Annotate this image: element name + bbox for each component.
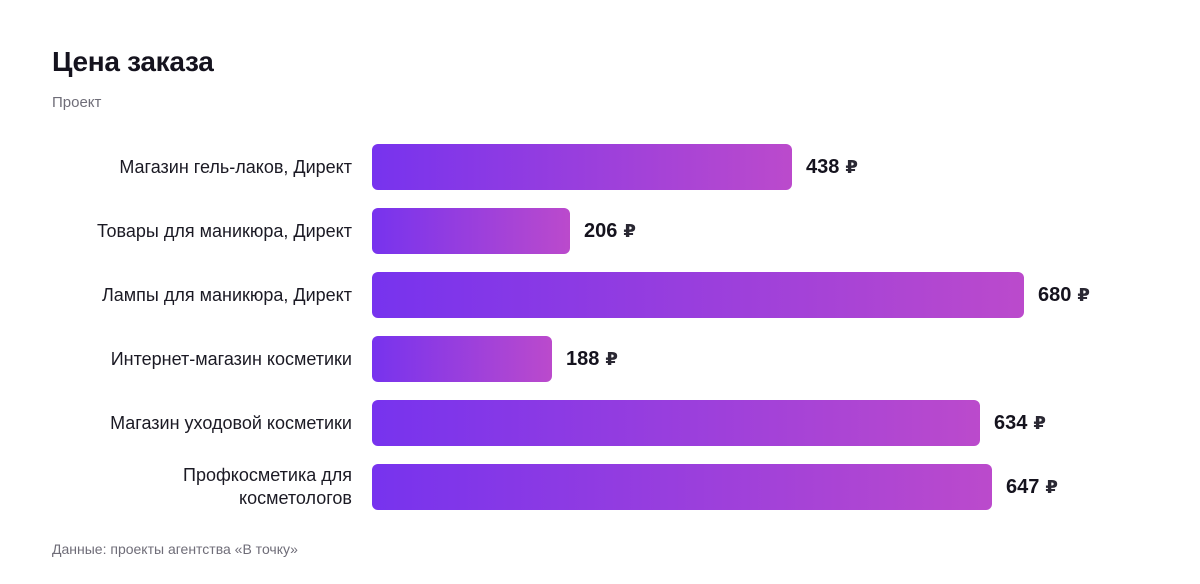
value-number: 206 bbox=[584, 220, 618, 242]
category-label: Товары для маникюра, Директ bbox=[96, 220, 352, 241]
category-label: Магазин гель-лаков, Директ bbox=[119, 156, 352, 177]
value-label: 680 ₽ bbox=[1038, 272, 1090, 318]
value-label: 206 ₽ bbox=[584, 208, 636, 254]
ruble-sign: ₽ bbox=[1045, 477, 1058, 497]
bar bbox=[372, 336, 552, 382]
value-label: 188 ₽ bbox=[566, 336, 618, 382]
bar bbox=[372, 400, 980, 446]
source-note: Данные: проекты агентства «В точку» bbox=[52, 541, 298, 557]
category-label: Интернет-магазин косметики bbox=[110, 348, 352, 369]
ruble-sign: ₽ bbox=[623, 221, 636, 241]
value-label: 634 ₽ bbox=[994, 400, 1046, 446]
ruble-sign: ₽ bbox=[605, 349, 618, 369]
chart-title: Цена заказа bbox=[52, 46, 214, 77]
bar bbox=[372, 144, 792, 190]
bar bbox=[372, 464, 992, 510]
chart-subtitle: Проект bbox=[52, 94, 102, 111]
value-label: 647 ₽ bbox=[1006, 464, 1058, 510]
bar bbox=[372, 272, 1024, 318]
ruble-sign: ₽ bbox=[1077, 285, 1090, 305]
bar bbox=[372, 208, 570, 254]
category-label: Профкосметика для косметологов bbox=[183, 465, 352, 508]
value-number: 438 bbox=[806, 156, 840, 178]
category-label: Магазин уходовой косметики bbox=[110, 412, 352, 433]
value-label: 438 ₽ bbox=[806, 144, 858, 190]
category-label: Лампы для маникюра, Директ bbox=[101, 284, 352, 305]
value-number: 680 bbox=[1038, 284, 1072, 306]
ruble-sign: ₽ bbox=[1033, 413, 1046, 433]
ruble-sign: ₽ bbox=[845, 157, 858, 177]
value-number: 188 bbox=[566, 348, 600, 370]
value-number: 647 bbox=[1006, 476, 1040, 498]
value-number: 634 bbox=[994, 412, 1028, 434]
